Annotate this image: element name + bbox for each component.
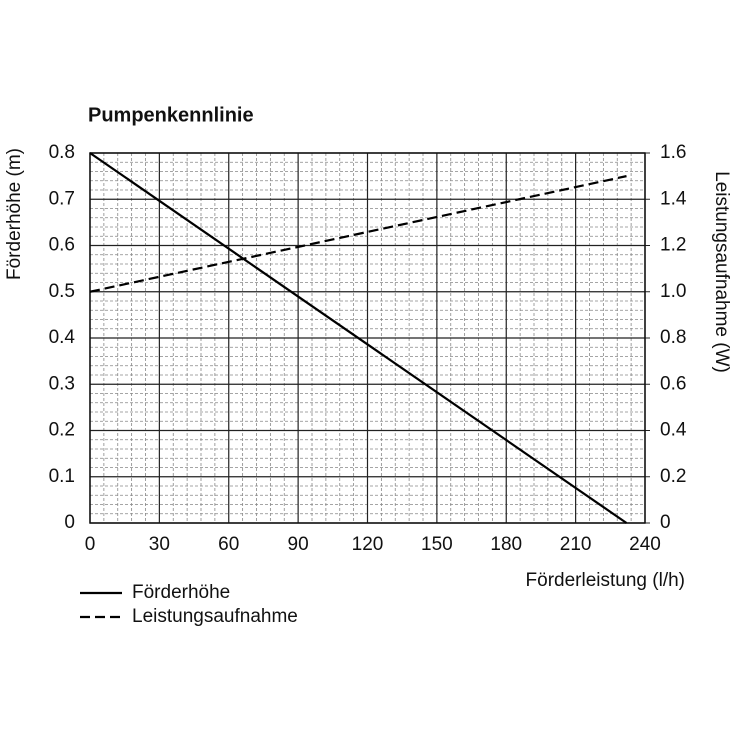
y-tick-label: 0.1 bbox=[49, 466, 75, 487]
chart-title: Pumpenkennlinie bbox=[88, 104, 254, 126]
x-tick-label: 30 bbox=[149, 534, 170, 555]
y-axis-label: Förderhöhe (m) bbox=[4, 148, 25, 280]
y2-tick-label: 1.4 bbox=[660, 188, 687, 209]
y2-axis-label: Leistungsaufnahme (W) bbox=[711, 171, 732, 373]
x-tick-label: 0 bbox=[85, 534, 96, 555]
y-tick-label: 0.3 bbox=[49, 373, 75, 394]
y2-tick-label: 1.0 bbox=[660, 281, 686, 302]
legend-label: Förderhöhe bbox=[132, 582, 230, 603]
y-tick-label: 0.2 bbox=[49, 420, 75, 441]
y2-tick-label: 0 bbox=[660, 512, 671, 533]
plot-frame bbox=[89, 152, 646, 524]
x-axis-label: Förderleistung (l/h) bbox=[526, 570, 685, 591]
y-tick-label: 0.4 bbox=[49, 327, 76, 348]
y2-tick-label: 0.6 bbox=[660, 373, 686, 394]
y-tick-label: 0 bbox=[64, 512, 75, 533]
x-tick-label: 210 bbox=[560, 534, 592, 555]
y-tick-label: 0.8 bbox=[49, 142, 75, 163]
y2-tick-label: 1.2 bbox=[660, 235, 686, 256]
y-tick-label: 0.6 bbox=[49, 235, 75, 256]
x-tick-label: 60 bbox=[218, 534, 239, 555]
x-tick-label: 240 bbox=[629, 534, 661, 555]
x-tick-label: 120 bbox=[352, 534, 384, 555]
legend-label: Leistungsaufnahme bbox=[132, 606, 298, 627]
x-tick-label: 150 bbox=[421, 534, 453, 555]
y-tick-label: 0.5 bbox=[49, 281, 75, 302]
y-tick-label: 0.7 bbox=[49, 188, 75, 209]
y2-tick-label: 0.4 bbox=[660, 420, 687, 441]
x-tick-label: 90 bbox=[288, 534, 309, 555]
series-line bbox=[89, 175, 627, 293]
y2-tick-label: 1.6 bbox=[660, 142, 686, 163]
y2-tick-label: 0.2 bbox=[660, 466, 686, 487]
x-tick-label: 180 bbox=[490, 534, 522, 555]
y2-tick-label: 0.8 bbox=[660, 327, 686, 348]
series-line bbox=[89, 152, 628, 524]
